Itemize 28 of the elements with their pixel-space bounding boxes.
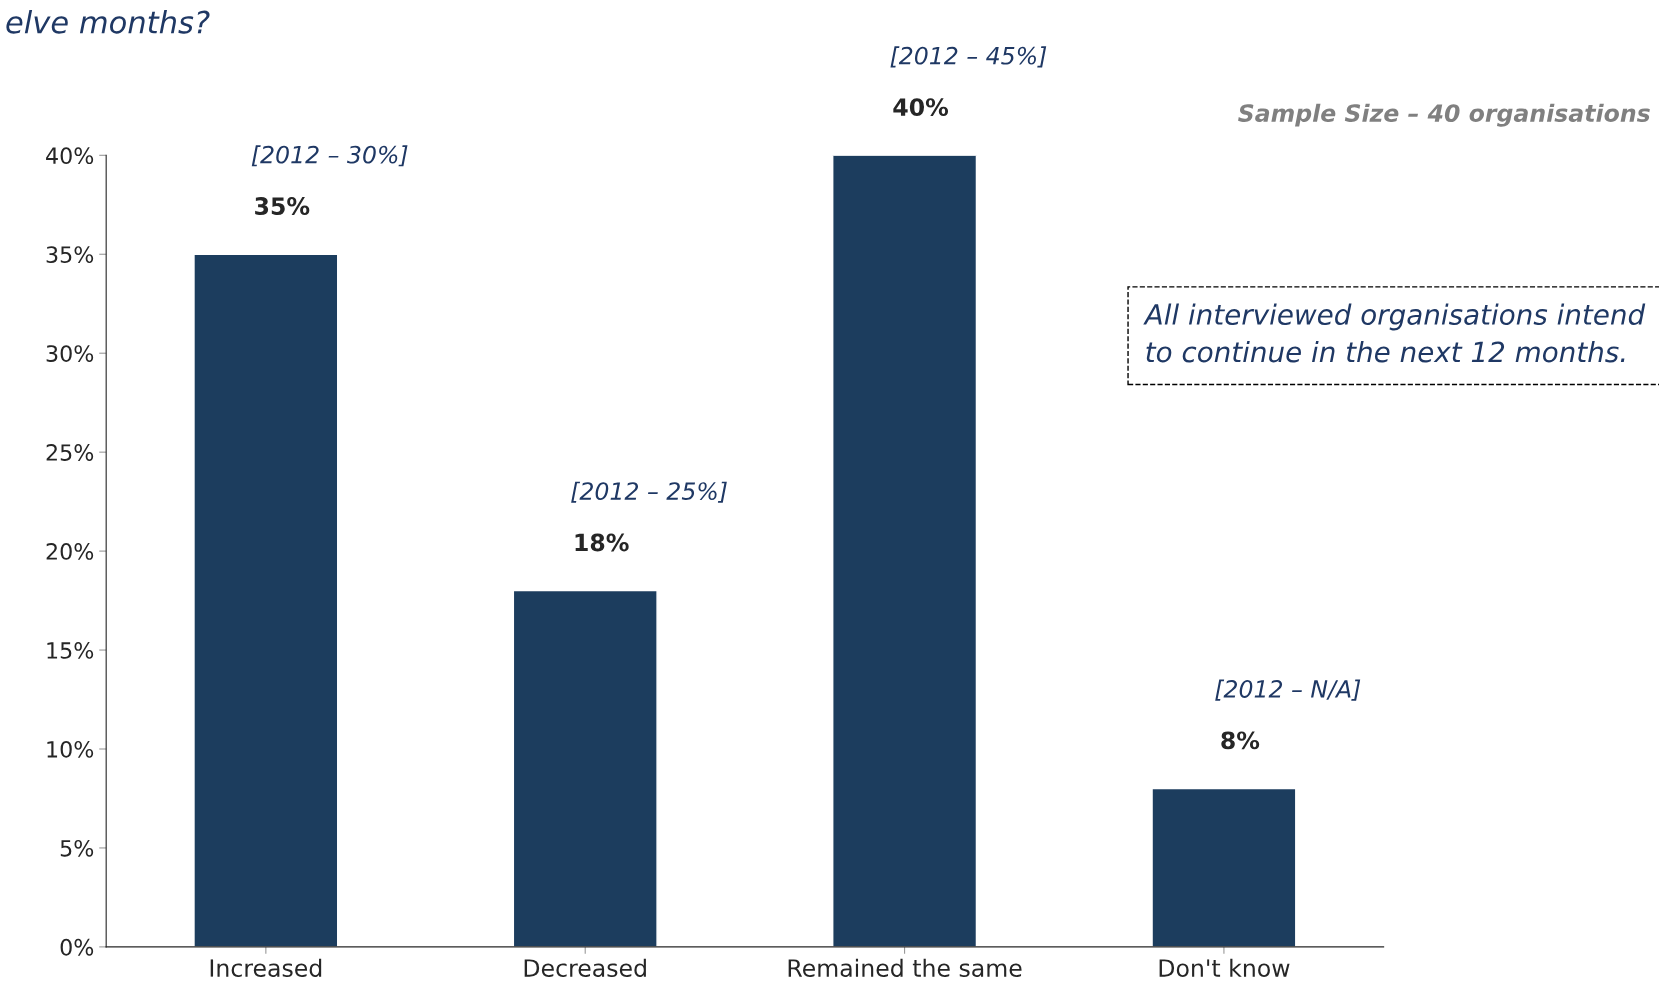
y-tick-label: 40% (46, 147, 94, 165)
y-tick-label: 35% (46, 246, 94, 264)
y-tick-label: 5% (60, 839, 94, 857)
annotation: [2012 – N/A] (1215, 679, 1361, 701)
y-tick-label: 30% (46, 345, 94, 362)
bar (1151, 787, 1297, 947)
y-tick-label: 20% (46, 543, 94, 560)
annotation: All interviewed organisations intend to continue in the next 12 months. (1143, 303, 1646, 363)
x-tick-label: Don't know (1159, 958, 1290, 977)
bar (193, 253, 339, 947)
text: [2012 – 45%] (890, 46, 1047, 68)
annotation: [2012 – 30%] (251, 145, 408, 167)
x-tick-label: Increased (210, 958, 322, 977)
annotation: [2012 – 25%] (571, 481, 727, 503)
x-tick-label: Remained the same (788, 958, 1022, 977)
data-label: 8% (1221, 731, 1260, 750)
y-tick-label: 0% (60, 938, 94, 956)
data-label: 35% (255, 197, 310, 215)
y-tick-label: 25% (46, 444, 94, 461)
bar (832, 155, 978, 947)
bar (512, 589, 658, 947)
text: Sample Size – 40 organisations (1238, 103, 1650, 127)
chart-title: elve months? (6, 10, 210, 34)
data-label: 40% (893, 98, 949, 117)
y-tick-label: 10% (47, 740, 94, 758)
data-label: 18% (575, 533, 629, 552)
y-tick-label: 15% (47, 642, 94, 659)
x-tick-label: Decreased (524, 958, 646, 977)
